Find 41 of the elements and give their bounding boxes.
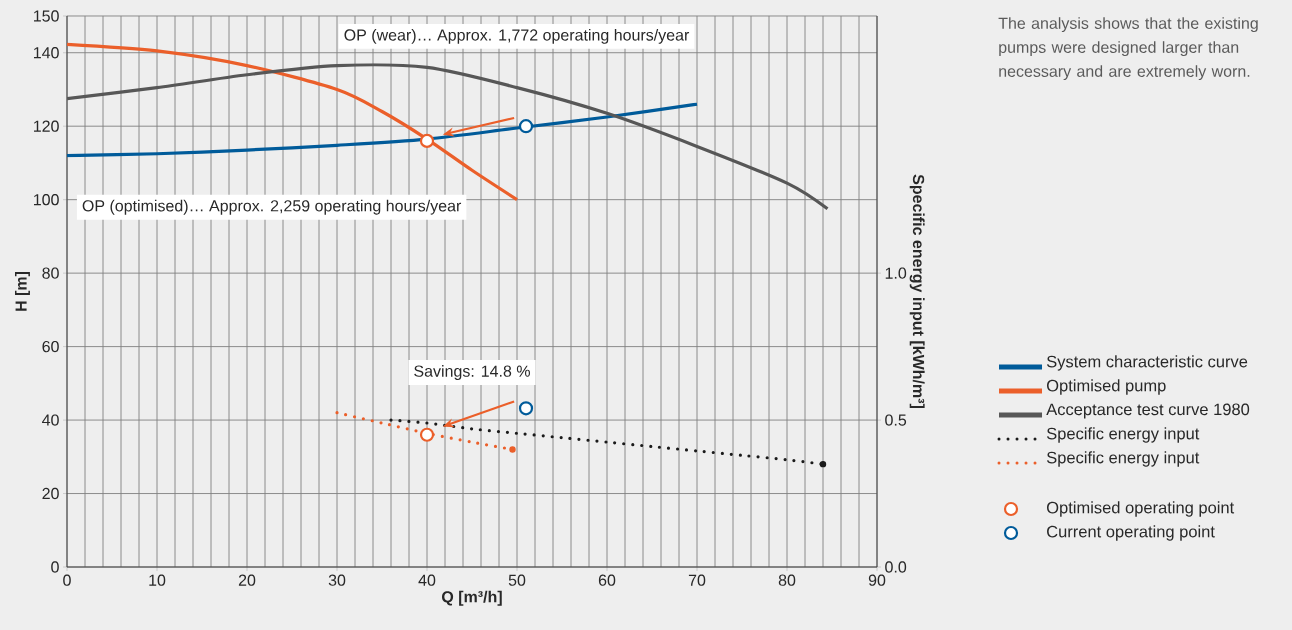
point <box>419 427 435 442</box>
x-tick-label: 10 <box>149 574 166 586</box>
y-axis-title: H [m] <box>15 271 30 311</box>
y2-tick-label: 0.5 <box>885 414 907 426</box>
y2-tick-label: 1.0 <box>885 267 907 279</box>
x-tick-label: 80 <box>778 574 796 586</box>
line-series <box>67 102 699 158</box>
legend-label: Specific energy input <box>1046 451 1200 467</box>
x-tick-label: 90 <box>868 574 886 586</box>
y2-tick-label: 0.0 <box>885 561 907 573</box>
annotation: OP (optimised)… Approx. 2,259 operating hours/year <box>82 199 462 215</box>
y-tick-label: 80 <box>42 267 59 279</box>
x-axis-title: Q [m³/h] <box>442 590 502 606</box>
y-tick-label: 120 <box>34 120 59 132</box>
legend-label: System characteristic curve <box>1046 355 1248 371</box>
legend-label: Optimised operating point <box>1047 501 1235 517</box>
legend-label: Specific energy input <box>1046 427 1200 443</box>
x-tick-label: 0 <box>63 574 71 586</box>
y-tick-label: 100 <box>34 194 59 206</box>
x-tick-label: 60 <box>598 574 616 586</box>
y2-axis-title: Specific energy input [kWh/m³] <box>909 174 925 408</box>
text: The analysis shows that the existing pumps were designed larger than necessary and are extremely worn. <box>998 17 1258 81</box>
annotation: Savings: 14.8 % <box>414 365 530 380</box>
legend-label: Acceptance test curve 1980 <box>1046 403 1250 419</box>
y-tick-label: 40 <box>42 414 59 426</box>
y-tick-label: 0 <box>51 561 59 573</box>
y-tick-label: 20 <box>42 487 59 500</box>
x-tick-label: 50 <box>508 574 526 586</box>
legend-label: Current operating point <box>1047 525 1215 541</box>
point <box>819 460 827 468</box>
x-tick-label: 30 <box>328 574 346 586</box>
legend-label: Optimised pump <box>1047 379 1166 395</box>
point <box>518 401 534 416</box>
y-tick-label: 140 <box>34 47 59 59</box>
annotation: OP (wear)… Approx. 1,772 operating hours/year <box>344 28 690 44</box>
x-tick-label: 70 <box>688 574 706 586</box>
x-tick-label: 40 <box>418 574 436 586</box>
point <box>509 446 516 453</box>
y-tick-label: 60 <box>42 340 59 353</box>
x-tick-label: 20 <box>238 574 256 586</box>
y-tick-label: 150 <box>34 10 59 22</box>
